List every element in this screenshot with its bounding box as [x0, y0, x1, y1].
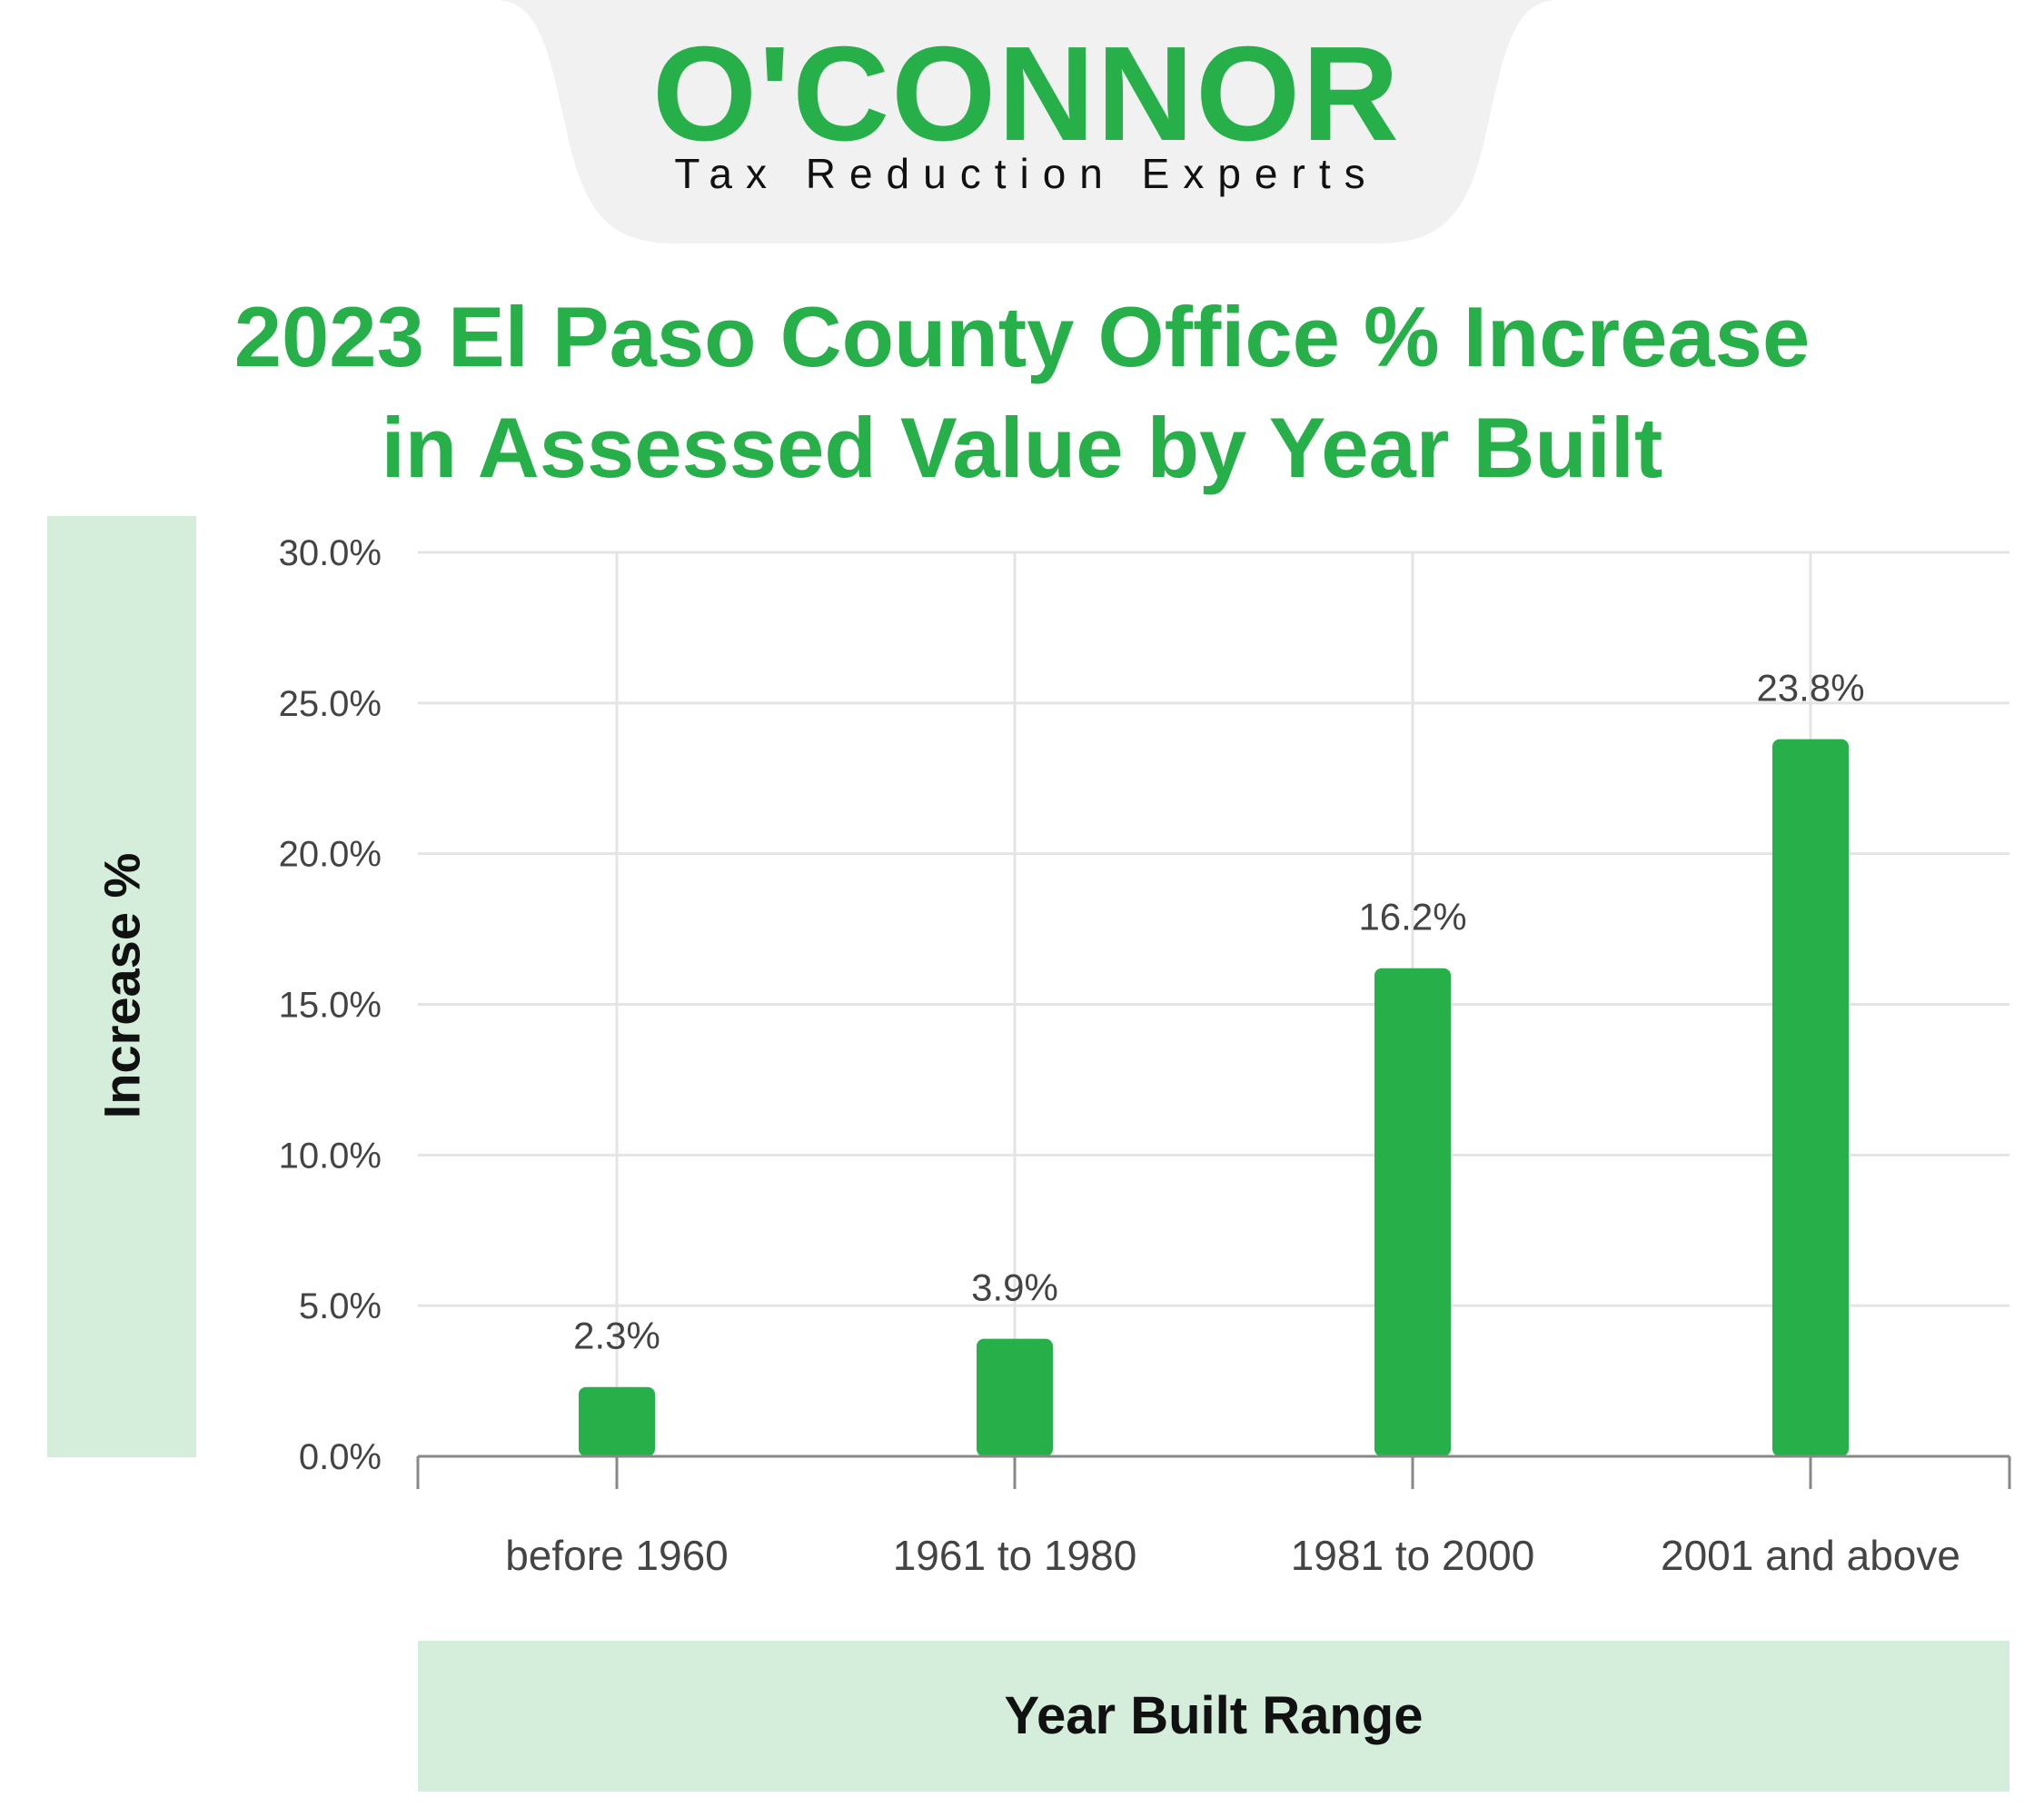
y-tick-label: 20.0%	[279, 835, 382, 875]
y-tick-label: 15.0%	[279, 986, 382, 1026]
chart-title-line-2: in Assessed Value by Year Built	[381, 400, 1663, 495]
y-tick-label: 0.0%	[299, 1437, 382, 1477]
bar	[1374, 968, 1451, 1456]
data-label: 3.9%	[971, 1266, 1058, 1309]
x-tick-label: 1961 to 1980	[893, 1532, 1137, 1579]
data-label: 23.8%	[1756, 667, 1864, 710]
logo-tagline: Tax Reduction Experts	[674, 150, 1379, 197]
logo-tab: O'CONNOR Tax Reduction Experts	[495, 0, 1558, 243]
y-tick-label: 10.0%	[279, 1136, 382, 1176]
x-axis-label-band	[418, 1641, 2009, 1792]
bar	[579, 1386, 655, 1456]
bar	[1772, 739, 1849, 1456]
data-label: 2.3%	[573, 1315, 660, 1357]
y-axis-label-band	[47, 516, 196, 1457]
logo-wordmark: O'CONNOR	[651, 19, 1402, 169]
x-tick-label: 1981 to 2000	[1291, 1532, 1535, 1579]
y-tick-label: 25.0%	[279, 684, 382, 724]
x-tick-label: before 1960	[505, 1532, 729, 1579]
data-label: 16.2%	[1358, 896, 1466, 938]
x-axis-label: Year Built Range	[1004, 1686, 1424, 1745]
y-tick-label: 30.0%	[279, 533, 382, 573]
bar	[977, 1338, 1053, 1456]
logo-tab-shape	[495, 0, 1558, 243]
x-tick-label: 2001 and above	[1661, 1532, 1960, 1579]
y-tick-label: 5.0%	[299, 1286, 382, 1326]
chart-title-line-1: 2023 El Paso County Office % Increase	[233, 289, 1811, 384]
chart-title: 2023 El Paso County Office % Increase in…	[0, 282, 2044, 503]
